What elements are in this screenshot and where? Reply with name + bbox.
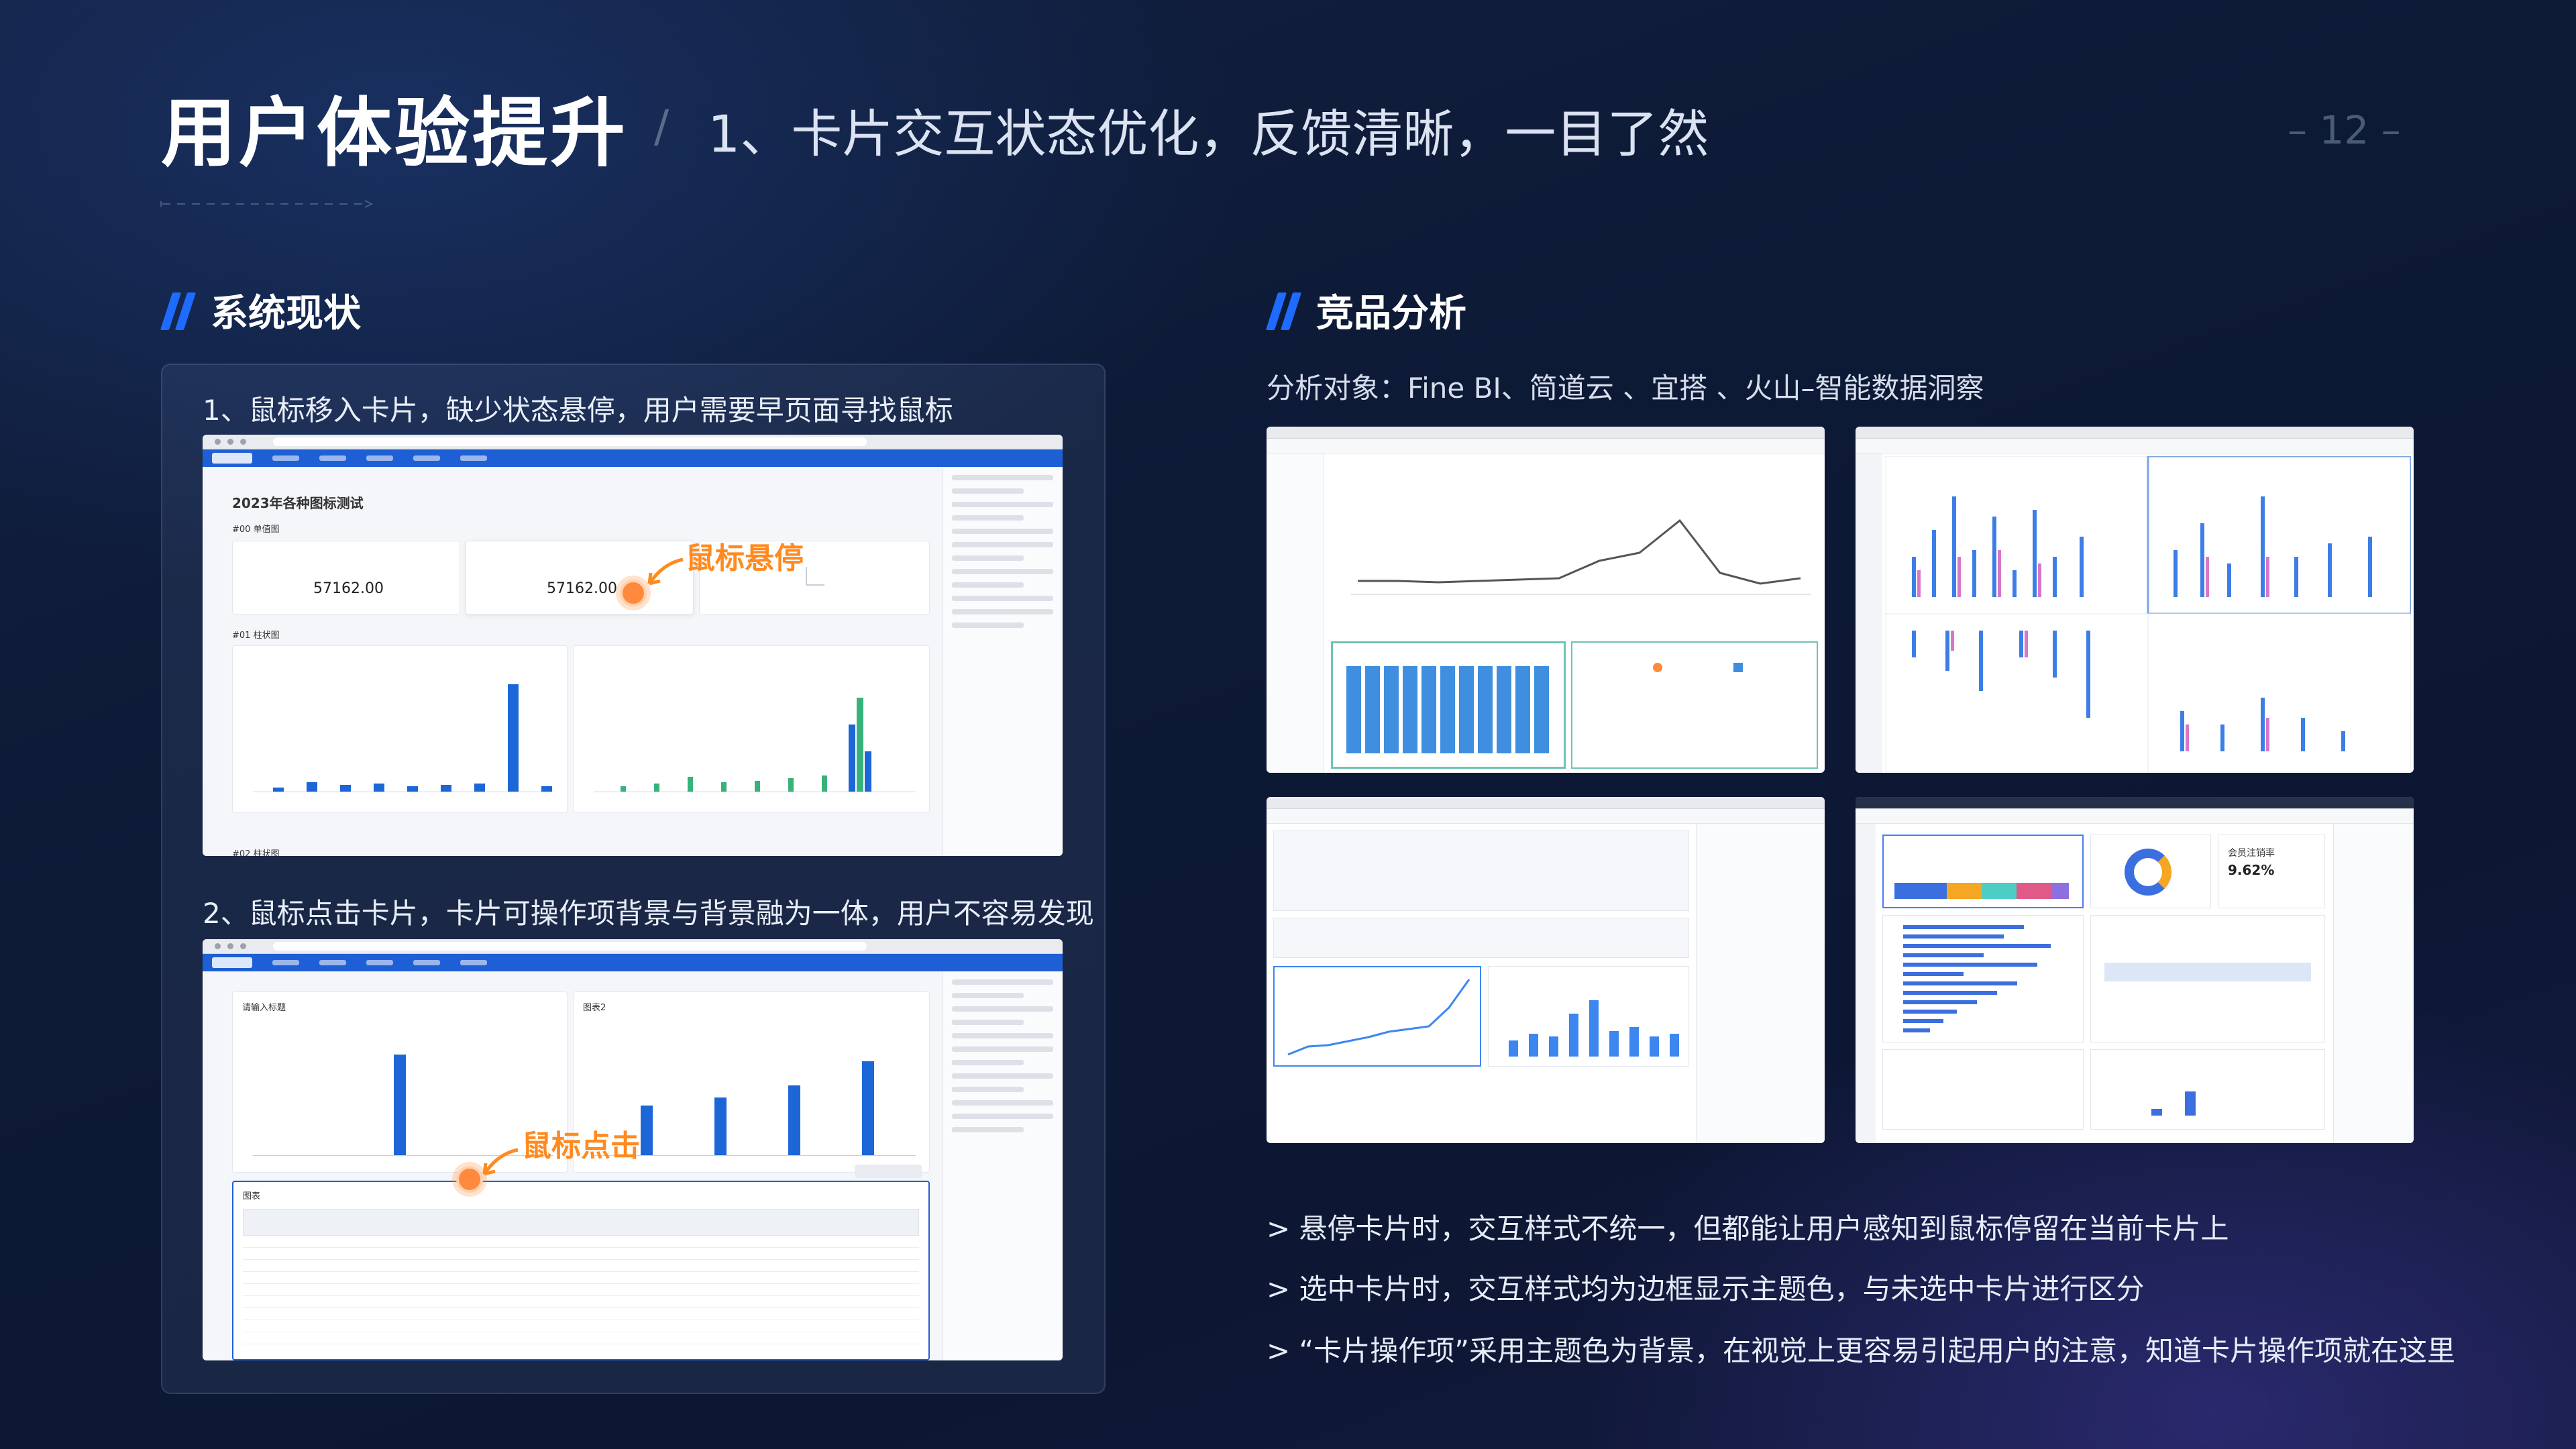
kpi-card[interactable]: 57162.00: [232, 541, 460, 614]
kpi-label: 会员注销率: [2228, 848, 2275, 859]
card[interactable]: [1882, 915, 2084, 1042]
cursor-hover-icon: [620, 580, 647, 606]
app-toolbar: [203, 449, 1063, 467]
conclusion-item: > 悬停卡片时，交互样式不统一，但都能让用户感知到鼠标停留在当前卡片上: [1267, 1212, 2229, 1245]
card-title: 图表: [243, 1191, 261, 1201]
kpi-value: 57162.00: [547, 580, 617, 597]
line-chart: [1351, 519, 1811, 595]
page-title: 用户体验提升: [161, 90, 628, 177]
section-label: #00 单值图: [232, 525, 280, 535]
conclusion-item: > 选中卡片时，交互样式均为边框显示主题色，与未选中卡片进行区分: [1267, 1273, 2145, 1305]
hover-callout: 鼠标悬停: [686, 541, 804, 576]
card[interactable]: [2090, 915, 2325, 1042]
conclusion-item: > “卡片操作项”采用主题色为背景，在视觉上更容易引起用户的注意，知道卡片操作项…: [1267, 1334, 2456, 1367]
app-logo: [212, 957, 252, 968]
card[interactable]: [1882, 1049, 2084, 1130]
screenshot-click-state: 请输入标题 图表2 图表 鼠标点击: [203, 939, 1063, 1360]
page-subtitle: 1、卡片交互状态优化，反馈清晰，一目了然: [708, 104, 1709, 164]
browser-chrome: [203, 435, 1063, 449]
competitor-screenshot-volcano: 会员注销率 9.62%: [1856, 797, 2414, 1143]
section-heading-competitor: 竞品分析: [1265, 283, 1466, 337]
settings-side-panel: [942, 467, 1063, 856]
card[interactable]: [2090, 1049, 2325, 1130]
competitor-screenshot-jiandaoyun: [1856, 427, 2414, 773]
bar-grid-chart: [1885, 456, 2411, 771]
app-logo: [212, 453, 252, 464]
cursor-click-icon: [456, 1166, 483, 1193]
bar-chart-card[interactable]: 图表2: [573, 991, 930, 1173]
chart-placeholder-icon: [806, 567, 824, 586]
title-separator: /: [654, 101, 669, 152]
kpi-value: 57162.00: [313, 580, 384, 597]
bar-chart-card[interactable]: 请输入标题: [232, 991, 568, 1173]
callout-arrow: [647, 557, 684, 586]
card-title: 请输入标题: [242, 1003, 286, 1013]
card[interactable]: [2090, 835, 2211, 908]
card[interactable]: [1571, 641, 1818, 769]
competitor-screenshot-yida: [1267, 797, 1825, 1143]
section-heading-current: 系统现状: [160, 283, 361, 337]
card-action-bar[interactable]: [855, 1165, 922, 1178]
table-card-selected[interactable]: 图表: [232, 1165, 930, 1360]
issue-caption-click: 2、鼠标点击卡片，卡片可操作项背景与背景融为一体，用户不容易发现: [203, 897, 1094, 930]
bar-chart-card[interactable]: [232, 645, 568, 813]
dashboard-body: 2023年各种图标测试 #00 单值图 57162.00 57162.00 #0…: [203, 467, 1063, 856]
section-label: #02 柱状图: [232, 849, 280, 856]
browser-chrome: [203, 939, 1063, 954]
app-toolbar: [203, 954, 1063, 971]
settings-side-panel: [942, 971, 1063, 1360]
analysis-targets: 分析对象：Fine BI、简道云 、宜搭 、火山–智能数据洞察: [1267, 372, 1984, 405]
double-slash-icon: [160, 290, 197, 331]
dashed-arrow-decoration: [160, 200, 374, 208]
issue-caption-hover: 1、鼠标移入卡片，缺少状态悬停，用户需要早页面寻找鼠标: [203, 394, 953, 427]
kpi-value: 9.62%: [2228, 862, 2275, 878]
grouped-bar-chart-card[interactable]: [573, 645, 930, 813]
competitor-screenshot-finebi: [1267, 427, 1825, 773]
section-label: #01 柱状图: [232, 631, 280, 641]
kpi-card-empty[interactable]: [699, 541, 930, 614]
screenshot-hover-state: 2023年各种图标测试 #00 单值图 57162.00 57162.00 #0…: [203, 435, 1063, 856]
card-title: 图表2: [583, 1003, 606, 1013]
double-slash-icon: [1265, 290, 1302, 331]
dashboard-title: 2023年各种图标测试: [232, 495, 364, 511]
dashboard-body: 请输入标题 图表2 图表 鼠标点击: [203, 971, 1063, 1360]
click-callout: 鼠标点击: [522, 1129, 640, 1163]
selected-card[interactable]: [1331, 641, 1566, 769]
card[interactable]: [1488, 966, 1689, 1067]
selected-card[interactable]: [1882, 835, 2084, 908]
section-title: 系统现状: [211, 292, 361, 335]
kpi-card[interactable]: 会员注销率 9.62%: [2218, 835, 2325, 908]
section-title: 竞品分析: [1316, 292, 1466, 335]
page-number: – 12 –: [2288, 107, 2401, 153]
callout-arrow: [482, 1148, 519, 1176]
selected-card[interactable]: [1273, 966, 1481, 1067]
